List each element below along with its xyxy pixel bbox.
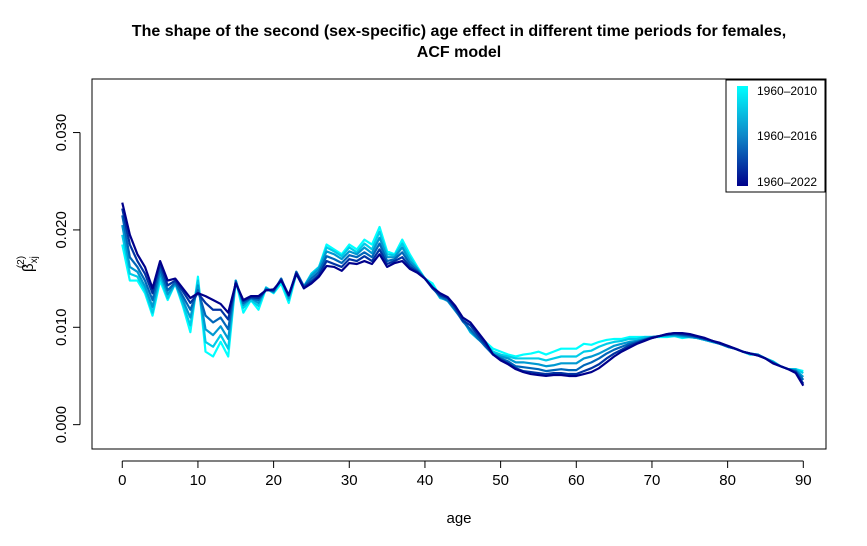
x-tick-label-10: 10 [190, 472, 207, 489]
x-tick-label-60: 60 [568, 472, 585, 489]
x-tick-label-0: 0 [118, 472, 126, 489]
y-axis-label-sup: (2) [16, 256, 27, 268]
x-tick-label-30: 30 [341, 472, 358, 489]
series-line-2 [121, 224, 805, 378]
y-axis-label-base: β [20, 263, 37, 272]
legend-label-1960-2022: 1960–2022 [757, 175, 817, 189]
y-axis: 0.000 0.010 0.020 0.030 [53, 114, 81, 444]
y-axis-label: βxj(2) [16, 256, 40, 272]
x-axis-label: age [446, 510, 471, 527]
y-tick-label-1: 0.010 [53, 309, 70, 347]
legend: 1960–2010 1960–2016 1960–2022 [725, 79, 826, 193]
series-line-5 [121, 202, 805, 387]
series-line-4 [121, 208, 805, 385]
legend-color-bar [737, 86, 748, 186]
x-tick-label-40: 40 [417, 472, 434, 489]
y-tick-label-3: 0.030 [53, 114, 70, 152]
series-line-3 [121, 215, 805, 381]
y-tick-label-2: 0.020 [53, 211, 70, 249]
series-line-0 [121, 225, 804, 373]
x-tick-label-90: 90 [795, 472, 812, 489]
x-tick-label-50: 50 [492, 472, 509, 489]
legend-label-1960-2016: 1960–2016 [757, 129, 817, 143]
chart-title-line2: ACF model [417, 44, 501, 61]
chart-title-line1: The shape of the second (sex-specific) a… [132, 23, 786, 40]
svg-text:βxj(2): βxj(2) [16, 256, 40, 272]
plot-frame [91, 78, 827, 450]
x-tick-label-70: 70 [644, 472, 661, 489]
y-axis-label-sub: xj [29, 256, 40, 263]
legend-label-1960-2010: 1960–2010 [757, 84, 817, 98]
series-group [121, 202, 805, 387]
x-tick-label-80: 80 [719, 472, 736, 489]
y-tick-label-0: 0.000 [53, 406, 70, 444]
series-line-1 [121, 230, 804, 375]
x-tick-label-20: 20 [265, 472, 282, 489]
x-axis: 0 10 20 30 40 50 60 70 80 90 [118, 460, 812, 489]
